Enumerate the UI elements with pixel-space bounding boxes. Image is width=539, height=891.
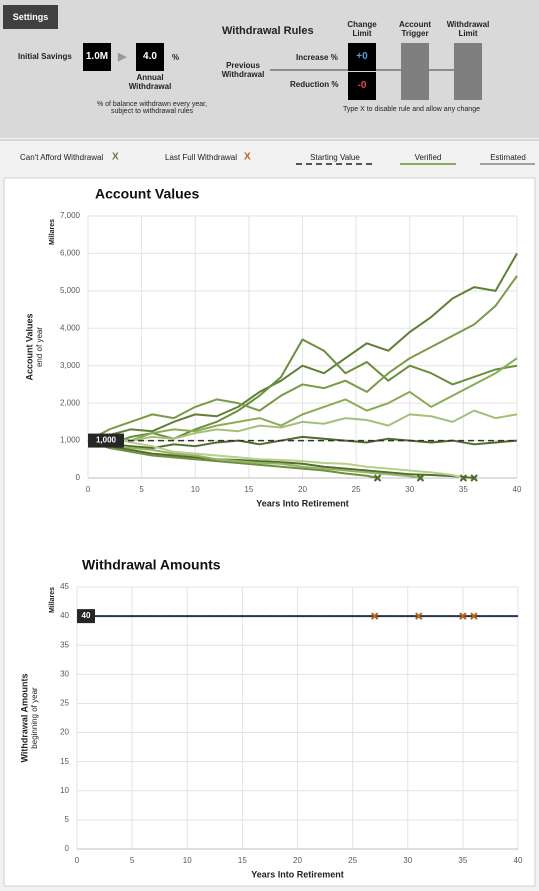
label: % — [172, 53, 180, 62]
input-box[interactable]: 4.0 — [136, 43, 164, 71]
series-line — [87, 338, 518, 446]
fail-marker — [470, 612, 478, 620]
y-tick-label: 2,000 — [60, 398, 81, 407]
chart-title: Withdrawal Amounts — [82, 557, 221, 573]
legend-label: Can't Afford Withdrawal — [20, 153, 103, 162]
y-tick-label: 6,000 — [60, 249, 81, 258]
x-axis-label: Years Into Retirement — [256, 498, 349, 508]
y-tick-label: 3,000 — [60, 361, 81, 370]
label: Reduction % — [290, 80, 339, 89]
label: Previous Withdrawal — [221, 61, 265, 79]
x-tick-label: 30 — [405, 485, 414, 494]
reference-box — [77, 609, 95, 624]
fail-marker — [459, 612, 467, 620]
series-line — [87, 439, 378, 479]
x-tick-label: 15 — [238, 856, 247, 865]
legend-label: Verified — [415, 153, 442, 162]
x-tick-label: 40 — [514, 856, 523, 865]
series-line — [87, 275, 518, 442]
y-tick-label: 45 — [60, 582, 69, 591]
y-tick-label: 0 — [76, 473, 81, 482]
x-tick-label: 20 — [298, 485, 307, 494]
label: Annual Withdrawal — [128, 73, 172, 91]
arrow: ▶ — [118, 51, 127, 63]
x-tick-label: 40 — [513, 485, 522, 494]
series-line — [87, 439, 475, 479]
column-header: Withdrawal Limit — [446, 20, 490, 38]
y-axis-label: Withdrawal Amounts — [19, 673, 29, 762]
fail-marker — [416, 474, 425, 482]
x-tick-label: 5 — [130, 856, 135, 865]
legend-marker: X — [112, 152, 119, 163]
chart-area — [3, 177, 536, 887]
note: Type X to disable rule and allow any cha… — [343, 106, 480, 113]
series-line — [87, 357, 518, 442]
legend-label: Last Full Withdrawal — [165, 153, 237, 162]
legend-label: Estimated — [490, 153, 526, 162]
series-line — [87, 252, 518, 442]
reference-label: 40 — [82, 611, 91, 620]
x-tick-label: 10 — [183, 856, 192, 865]
x-tick-label: 30 — [403, 856, 412, 865]
x-tick-label: 35 — [459, 485, 468, 494]
x-tick-label: 5 — [139, 485, 144, 494]
column-header: Account Trigger — [399, 20, 431, 38]
x-tick-label: 15 — [244, 485, 253, 494]
section-title: Withdrawal Rules — [222, 25, 314, 37]
y-tick-label: 7,000 — [60, 211, 81, 220]
x-tick-label: 25 — [348, 856, 357, 865]
input-box[interactable] — [454, 43, 482, 100]
input-box[interactable]: -0 — [348, 72, 376, 100]
y-axis-label: end of year — [35, 327, 44, 367]
input-box[interactable]: 1.0M — [83, 43, 111, 71]
reference-label: 1,000 — [96, 436, 117, 445]
fail-marker — [370, 612, 379, 620]
legend-marker: X — [244, 152, 251, 163]
fail-marker — [415, 612, 423, 620]
x-tick-label: 10 — [191, 485, 200, 494]
y-tick-label: 35 — [60, 640, 69, 649]
y-tick-label: 20 — [60, 728, 69, 737]
y-tick-label: 10 — [60, 786, 69, 795]
y-tick-label: 40 — [60, 611, 69, 620]
x-axis-label: Years Into Retirement — [251, 869, 344, 879]
legend-label: Starting Value — [310, 153, 360, 162]
input-box[interactable] — [401, 43, 429, 100]
x-tick-label: 0 — [86, 485, 91, 494]
fail-marker — [459, 474, 468, 482]
fail-marker — [470, 474, 478, 482]
settings-panel: Settings Initial Savings 1.0M ▶ 4.0 % An… — [0, 0, 539, 138]
unit-label: Millares — [49, 587, 56, 613]
settings-button[interactable]: Settings — [3, 5, 58, 29]
y-axis-label: Account Values — [24, 313, 34, 380]
y-tick-label: 5,000 — [60, 286, 81, 295]
series-line — [87, 439, 421, 479]
y-tick-label: 0 — [65, 844, 70, 853]
label: Initial Savings — [18, 52, 72, 61]
note: % of balance withdrawn every year, subje… — [96, 101, 208, 115]
series-line — [87, 435, 518, 450]
reference-box — [88, 433, 124, 448]
x-tick-label: 20 — [293, 856, 302, 865]
x-tick-label: 0 — [75, 856, 80, 865]
y-tick-label: 1,000 — [60, 436, 81, 445]
y-axis-label: beginning of year — [30, 687, 39, 749]
fail-marker — [373, 474, 382, 482]
column-header: Change Limit — [347, 20, 377, 38]
y-tick-label: 30 — [60, 669, 69, 678]
unit-label: Millares — [49, 219, 56, 245]
series-line — [87, 409, 518, 444]
y-tick-label: 25 — [60, 699, 69, 708]
x-tick-label: 35 — [458, 856, 467, 865]
series-line — [87, 435, 464, 479]
y-tick-label: 4,000 — [60, 323, 81, 332]
y-tick-label: 15 — [60, 757, 69, 766]
label: Increase % — [296, 53, 338, 62]
chart-title: Account Values — [95, 186, 199, 202]
x-tick-label: 25 — [352, 485, 361, 494]
y-tick-label: 5 — [65, 815, 70, 824]
input-box[interactable]: +0 — [348, 43, 376, 71]
